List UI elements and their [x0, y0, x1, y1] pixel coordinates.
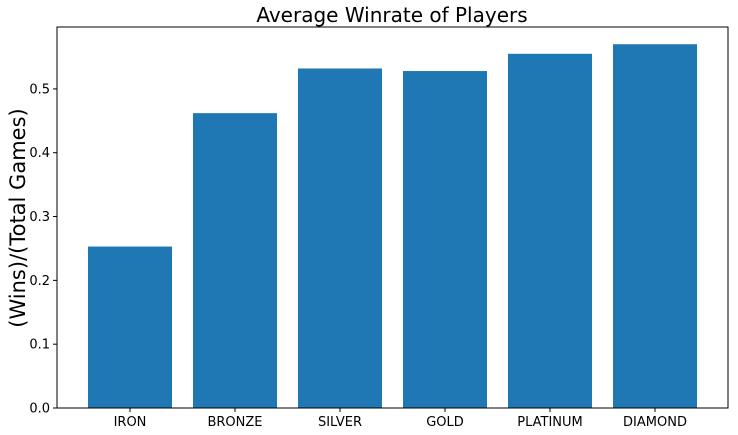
x-tick-label: IRON	[114, 415, 147, 430]
y-tick-label: 0.3	[29, 210, 50, 225]
x-ticks-group: IRON BRONZE SILVER GOLD PLATINUM DIAMOND	[114, 408, 687, 430]
y-axis-label: (Wins)/(Total Games)	[6, 108, 30, 327]
bar-gold	[403, 71, 487, 408]
y-tick-label: 0.1	[29, 338, 50, 353]
y-tick-label: 0.0	[29, 402, 50, 417]
bar-bronze	[193, 113, 277, 409]
y-ticks-group: 0.0 0.1 0.2 0.3 0.4 0.5	[29, 82, 57, 417]
x-tick-label: BRONZE	[207, 415, 262, 430]
x-tick-label: SILVER	[318, 415, 362, 430]
x-tick-label: PLATINUM	[517, 415, 583, 430]
bar-silver	[298, 68, 382, 408]
y-tick-label: 0.2	[29, 274, 50, 289]
plot-area-frame	[56, 26, 729, 409]
x-tick-label: DIAMOND	[623, 415, 687, 430]
y-tick-label: 0.4	[29, 146, 50, 161]
bar-diamond	[613, 44, 697, 409]
x-tick-label: GOLD	[426, 415, 464, 430]
y-tick-label: 0.5	[29, 82, 50, 97]
chart-title: Average Winrate of Players	[256, 3, 527, 27]
bar-platinum	[508, 53, 592, 409]
bars-group	[88, 44, 697, 409]
bar-iron	[88, 246, 172, 408]
